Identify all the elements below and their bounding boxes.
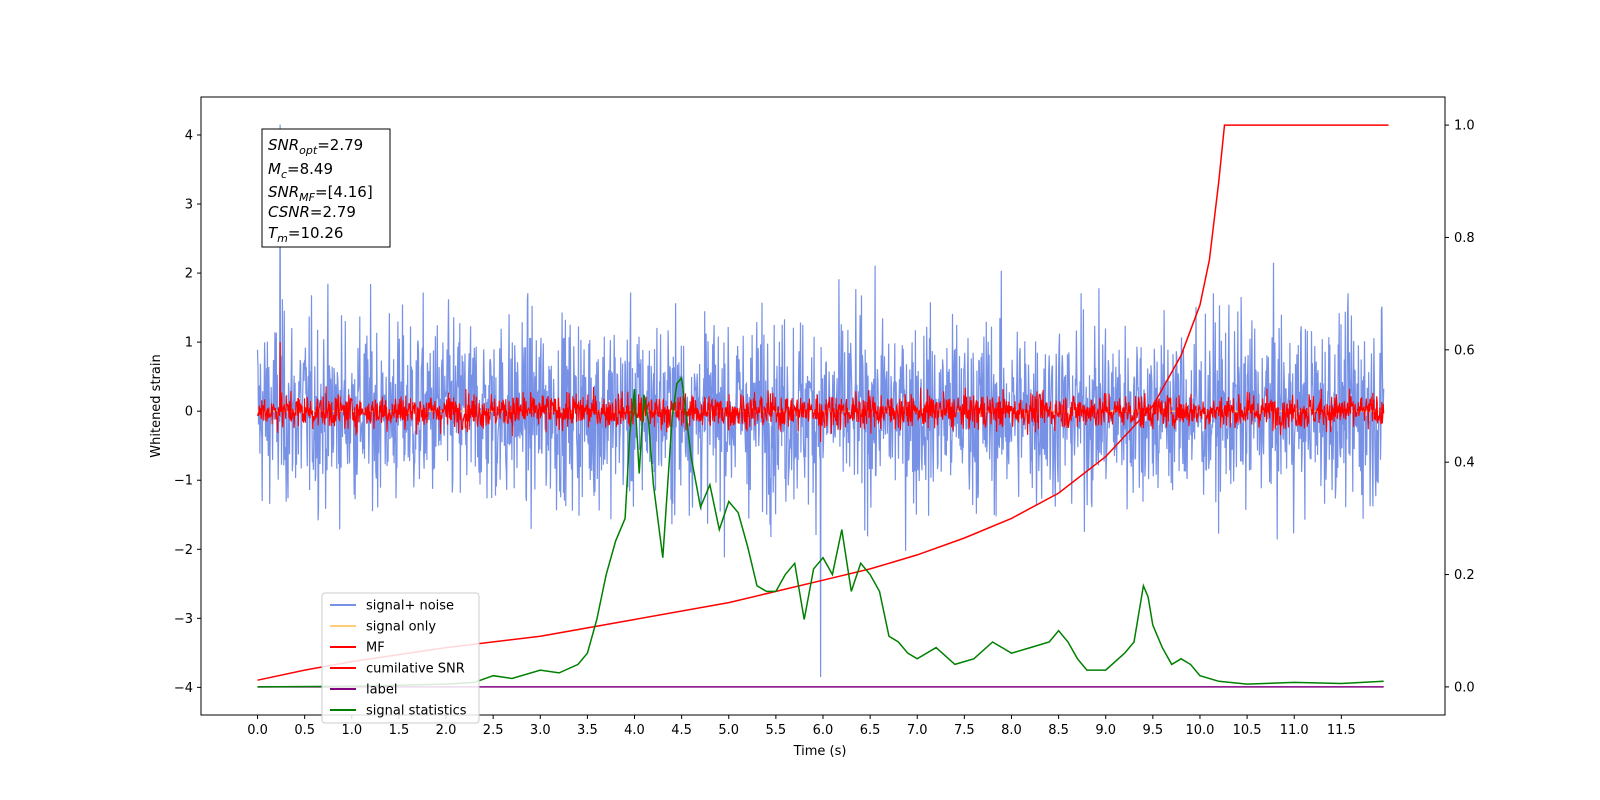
x-tick-label: 1.5 xyxy=(389,723,410,738)
x-tick-label: 7.5 xyxy=(954,723,975,738)
y2-tick-label: 1.0 xyxy=(1454,119,1475,134)
x-tick-label: 10.5 xyxy=(1233,723,1262,738)
series-line-2 xyxy=(256,342,1385,443)
series-line-3 xyxy=(257,124,1389,681)
legend-label: signal statistics xyxy=(366,704,467,719)
x-tick-label: 9.0 xyxy=(1095,723,1116,738)
series-line-0 xyxy=(256,124,1385,678)
x-tick-label: 0.5 xyxy=(294,723,315,738)
y-tick-label: −2 xyxy=(174,543,193,558)
x-tick-label: 6.5 xyxy=(860,723,881,738)
x-tick-label: 4.0 xyxy=(624,723,645,738)
annotation-snr-opt: SNRopt=2.79 xyxy=(268,136,363,157)
legend-label: signal+ noise xyxy=(366,599,454,614)
y-axis-left: −4 −3 −2 −1 0 1 2 3 4 xyxy=(174,128,201,696)
y-tick-label: 3 xyxy=(185,198,193,213)
x-tick-label: 0.0 xyxy=(247,723,268,738)
x-axis-label: Time (s) xyxy=(793,744,847,759)
annotation-tm: Tm=10.26 xyxy=(268,224,343,245)
x-tick-label: 3.0 xyxy=(530,723,551,738)
legend-label: label xyxy=(366,683,397,698)
y-axis-label: Whitened strain xyxy=(149,354,164,457)
annotation-csnr: CSNR=2.79 xyxy=(268,203,356,221)
annotation-snr-mf: SNRMF=[4.16] xyxy=(268,183,373,204)
x-tick-label: 8.0 xyxy=(1001,723,1022,738)
y2-tick-label: 0.6 xyxy=(1454,343,1475,358)
y-axis-right: 0.0 0.2 0.4 0.6 0.8 1.0 xyxy=(1445,119,1475,695)
y-tick-label: 2 xyxy=(185,267,193,282)
y-tick-label: −1 xyxy=(174,474,193,489)
y2-tick-label: 0.0 xyxy=(1454,680,1475,695)
x-tick-label: 5.5 xyxy=(766,723,787,738)
y-tick-label: 1 xyxy=(185,336,193,351)
y2-tick-label: 0.4 xyxy=(1454,456,1475,471)
x-tick-label: 9.5 xyxy=(1143,723,1164,738)
y2-tick-label: 0.8 xyxy=(1454,231,1475,246)
y-tick-label: 0 xyxy=(185,405,193,420)
annotation-box: SNRopt=2.79 Mc=8.49 SNRMF=[4.16] CSNR=2.… xyxy=(261,128,391,248)
x-axis: 0.0 0.5 1.0 1.5 2.0 2.5 3.0 3.5 4.0 4.5 5.0 5.5 6.0 6… xyxy=(247,715,1356,738)
x-tick-label: 7.0 xyxy=(907,723,928,738)
legend-label: cumilative SNR xyxy=(366,662,465,677)
x-tick-label: 11.0 xyxy=(1280,723,1309,738)
y2-tick-label: 0.2 xyxy=(1454,568,1475,583)
x-tick-label: 3.5 xyxy=(577,723,598,738)
x-tick-label: 4.5 xyxy=(671,723,692,738)
series-line-5 xyxy=(257,376,1384,688)
y-tick-label: −3 xyxy=(174,612,193,627)
x-tick-label: 8.5 xyxy=(1048,723,1069,738)
legend: signal+ noise signal only MF cumilative SNR… xyxy=(321,592,480,724)
legend-label: signal only xyxy=(366,620,436,635)
x-tick-label: 10.0 xyxy=(1185,723,1214,738)
x-tick-label: 11.5 xyxy=(1327,723,1356,738)
series-layer xyxy=(256,124,1389,688)
x-tick-label: 6.0 xyxy=(813,723,834,738)
x-tick-label: 5.0 xyxy=(718,723,739,738)
y-tick-label: 4 xyxy=(185,128,193,143)
legend-label: MF xyxy=(366,641,385,656)
x-tick-label: 1.0 xyxy=(341,723,362,738)
x-tick-label: 2.5 xyxy=(483,723,504,738)
x-tick-label: 2.0 xyxy=(436,723,457,738)
y-tick-label: −4 xyxy=(174,681,193,696)
annotation-mc: Mc=8.49 xyxy=(268,160,333,181)
